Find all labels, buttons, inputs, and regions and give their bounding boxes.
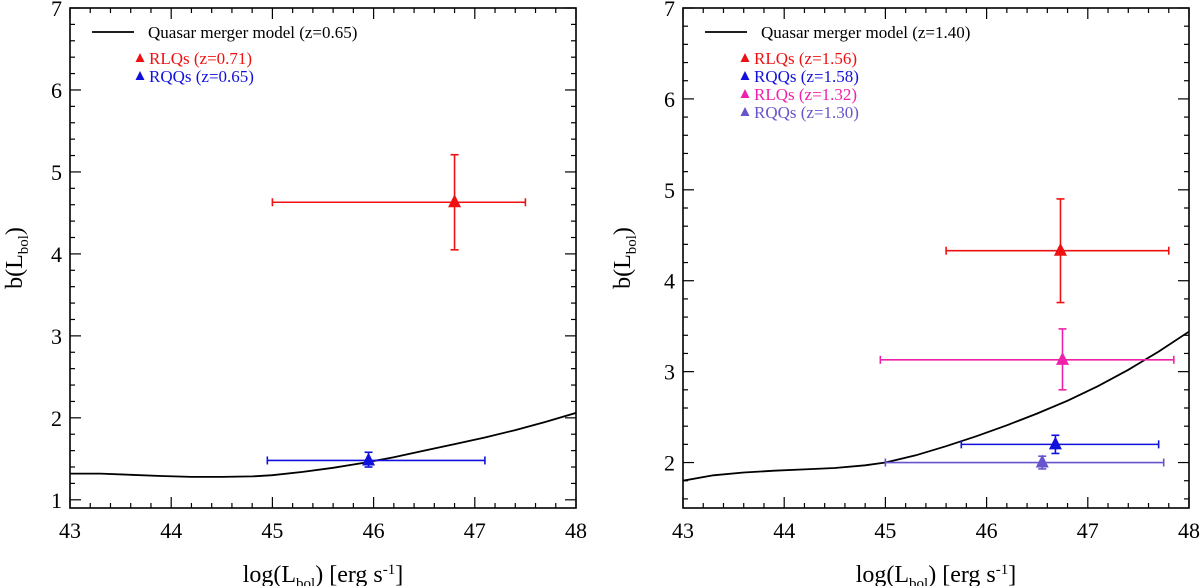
x-tick-label: 45: [261, 518, 283, 543]
triangle-marker: [362, 452, 376, 466]
plot-frame: [69, 7, 577, 509]
y-tick-label: 5: [664, 178, 675, 203]
legend-marker: [135, 53, 145, 62]
legend-label: RLQs (z=0.71): [149, 49, 252, 68]
x-tick-label: 44: [773, 518, 795, 543]
legend-marker: [740, 107, 750, 116]
data-point-2: [266, 451, 486, 468]
data-point-2: [960, 434, 1160, 455]
triangle-marker: [448, 194, 462, 208]
model-curve: [70, 412, 576, 478]
triangle-marker: [1053, 242, 1067, 256]
legend-label: RQQs (z=1.58): [754, 67, 859, 86]
triangle-marker: [1056, 351, 1069, 365]
y-tick-label: 4: [664, 269, 675, 294]
y-tick-label: 7: [664, 0, 675, 21]
x-tick-label: 43: [59, 518, 81, 543]
x-tick-label: 44: [160, 518, 182, 543]
y-tick-label: 6: [51, 78, 62, 103]
y-tick-label: 3: [51, 324, 62, 349]
triangle-marker: [1035, 454, 1049, 468]
y-tick-label: 6: [664, 87, 675, 112]
x-tick-label: 48: [1178, 518, 1200, 543]
triangle-marker: [1048, 436, 1062, 450]
y-tick-label: 3: [664, 360, 675, 385]
data-point-1: [271, 153, 527, 251]
data-point-3: [879, 328, 1175, 391]
legend-model-label: Quasar merger model (z=0.65): [148, 23, 357, 42]
x-tick-label: 47: [1077, 518, 1099, 543]
legend-marker: [740, 53, 750, 62]
y-tick-label: 2: [664, 451, 675, 476]
y-tick-label: 5: [51, 160, 62, 185]
legend-label: RLQs (z=1.32): [754, 85, 857, 104]
x-tick-label: 46: [363, 518, 385, 543]
x-tick-label: 48: [565, 518, 587, 543]
y-tick-label: 2: [51, 406, 62, 431]
legend-label: RLQs (z=1.56): [754, 49, 857, 68]
x-axis-title: log(Lbol) [erg s-1]: [856, 562, 1017, 586]
x-tick-label: 47: [464, 518, 486, 543]
y-tick-label: 1: [51, 488, 62, 513]
y-tick-label: 7: [51, 0, 62, 21]
legend-marker: [740, 71, 750, 80]
x-tick-label: 43: [672, 518, 694, 543]
x-tick-label: 46: [976, 518, 998, 543]
plot-frame: [682, 7, 1190, 509]
legend-marker: [740, 89, 750, 98]
x-tick-label: 45: [874, 518, 896, 543]
y-axis-title: b(Lbol): [2, 227, 32, 289]
legend-marker: [135, 71, 145, 80]
data-point-1: [945, 198, 1170, 304]
legend-label: RQQs (z=0.65): [149, 67, 254, 86]
y-axis-title: b(Lbol): [610, 227, 640, 289]
legend-model-label: Quasar merger model (z=1.40): [761, 23, 970, 42]
x-axis-title: log(Lbol) [erg s-1]: [243, 562, 404, 586]
model-curve: [683, 330, 1189, 482]
data-point-4: [884, 454, 1165, 470]
legend-label: RQQs (z=1.30): [754, 103, 859, 122]
y-tick-label: 4: [51, 242, 62, 267]
